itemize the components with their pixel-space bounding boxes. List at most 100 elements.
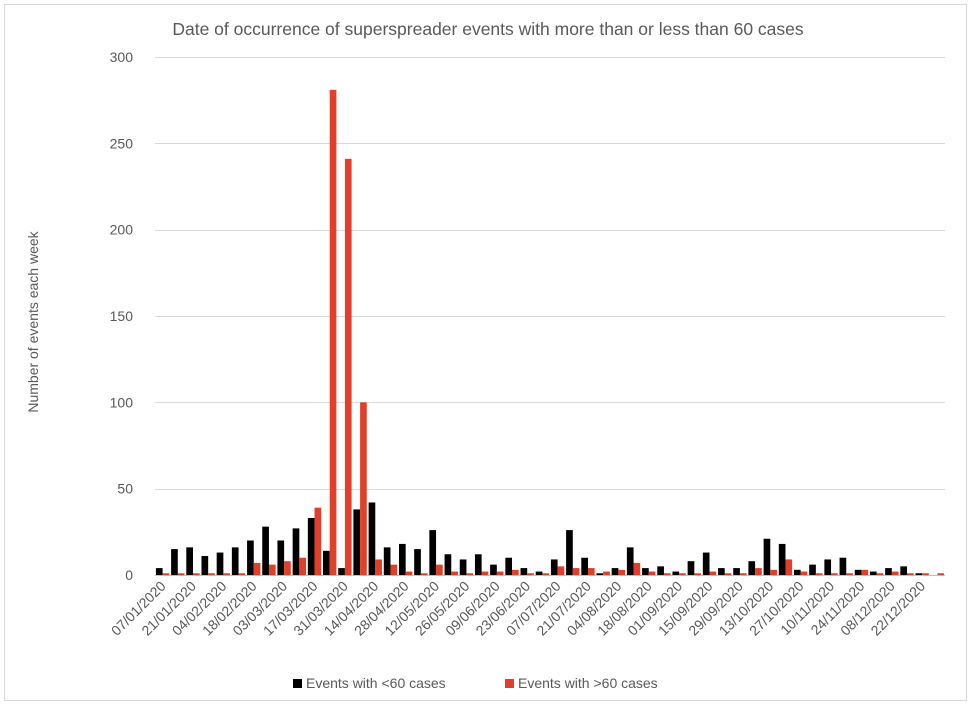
bar-above-60 bbox=[770, 569, 777, 575]
bar-above-60 bbox=[739, 573, 747, 575]
bar-above-60 bbox=[451, 571, 458, 575]
bar-below-60 bbox=[915, 573, 923, 575]
bar-above-60 bbox=[618, 569, 626, 575]
bar-below-60 bbox=[687, 561, 695, 575]
y-tick-label: 0 bbox=[125, 567, 133, 583]
bar-above-60 bbox=[542, 573, 550, 575]
legend: Events with <60 cases Events with >60 ca… bbox=[293, 675, 658, 691]
bar-above-60 bbox=[177, 573, 185, 575]
legend-swatch-below-60 bbox=[293, 679, 302, 688]
bar-below-60 bbox=[748, 561, 756, 575]
bar-below-60 bbox=[581, 557, 588, 575]
bar-above-60 bbox=[496, 571, 504, 575]
bar-below-60 bbox=[778, 543, 786, 575]
bar-above-60 bbox=[755, 568, 762, 575]
bar-above-60 bbox=[922, 573, 929, 575]
bar-above-60 bbox=[436, 564, 443, 575]
bar-below-60 bbox=[353, 509, 361, 575]
bar-above-60 bbox=[162, 573, 170, 575]
bar-below-60 bbox=[702, 552, 710, 575]
bar-above-60 bbox=[223, 573, 231, 575]
bar-above-60 bbox=[405, 571, 413, 575]
bar-below-60 bbox=[262, 526, 269, 575]
bar-below-60 bbox=[323, 550, 330, 575]
bar-above-60 bbox=[527, 573, 534, 575]
bar-below-60 bbox=[171, 549, 178, 575]
bar-below-60 bbox=[718, 568, 725, 575]
bar-above-60 bbox=[587, 568, 595, 575]
bar-below-60 bbox=[368, 502, 376, 575]
bar-above-60 bbox=[420, 573, 428, 575]
bar-below-60 bbox=[885, 568, 892, 575]
bar-below-60 bbox=[231, 547, 239, 575]
legend-swatch-above-60 bbox=[505, 679, 514, 688]
bar-above-60 bbox=[861, 569, 869, 575]
bar-below-60 bbox=[505, 557, 513, 575]
bar-above-60 bbox=[284, 561, 291, 575]
bar-above-60 bbox=[831, 573, 838, 575]
bar-above-60 bbox=[314, 507, 322, 575]
bar-above-60 bbox=[253, 562, 261, 575]
bar-below-60 bbox=[459, 559, 467, 575]
bar-below-60 bbox=[520, 568, 528, 575]
bar-below-60 bbox=[186, 547, 193, 575]
bar-below-60 bbox=[490, 564, 497, 575]
bar-below-60 bbox=[733, 568, 740, 575]
bar-below-60 bbox=[216, 552, 224, 575]
bar-below-60 bbox=[277, 540, 285, 575]
bar-above-60 bbox=[344, 158, 352, 575]
y-tick-label: 50 bbox=[117, 481, 133, 497]
bar-above-60 bbox=[876, 573, 884, 575]
bar-below-60 bbox=[307, 518, 315, 575]
y-tick-label: 100 bbox=[110, 394, 134, 410]
bar-above-60 bbox=[907, 573, 914, 575]
gridlines bbox=[155, 57, 945, 490]
chart-title: Date of occurrence of superspreader even… bbox=[172, 19, 804, 39]
bar-above-60 bbox=[208, 573, 215, 575]
bars bbox=[155, 89, 945, 575]
bar-above-60 bbox=[891, 571, 899, 575]
bar-below-60 bbox=[809, 564, 816, 575]
bar-below-60 bbox=[642, 568, 649, 575]
y-tick-label: 250 bbox=[110, 135, 134, 151]
bar-above-60 bbox=[268, 564, 276, 575]
bar-above-60 bbox=[572, 568, 580, 575]
bar-above-60 bbox=[785, 559, 793, 575]
y-tick-label: 150 bbox=[110, 308, 134, 324]
bar-below-60 bbox=[550, 559, 558, 575]
y-tick-labels: 0 50 100 150 200 250 300 bbox=[110, 49, 134, 583]
bar-above-60 bbox=[360, 402, 367, 575]
bar-above-60 bbox=[603, 571, 610, 575]
legend-label-below-60: Events with <60 cases bbox=[306, 675, 446, 691]
bar-below-60 bbox=[900, 566, 908, 575]
chart-frame: Date of occurrence of superspreader even… bbox=[4, 4, 967, 701]
bar-below-60 bbox=[793, 569, 801, 575]
bar-below-60 bbox=[383, 547, 391, 575]
bar-below-60 bbox=[444, 554, 452, 575]
bar-above-60 bbox=[800, 571, 808, 575]
bar-above-60 bbox=[192, 573, 200, 575]
bar-above-60 bbox=[633, 562, 641, 575]
bar-above-60 bbox=[663, 573, 671, 575]
bar-below-60 bbox=[854, 569, 862, 575]
bar-below-60 bbox=[657, 566, 664, 575]
bar-above-60 bbox=[815, 573, 823, 575]
bar-below-60 bbox=[672, 571, 680, 575]
bar-above-60 bbox=[238, 573, 246, 575]
bar-below-60 bbox=[429, 530, 437, 575]
bar-below-60 bbox=[535, 571, 543, 575]
bar-below-60 bbox=[155, 568, 163, 575]
bar-below-60 bbox=[398, 543, 406, 575]
bar-above-60 bbox=[694, 573, 702, 575]
bar-above-60 bbox=[512, 569, 519, 575]
bar-below-60 bbox=[292, 528, 300, 575]
bar-above-60 bbox=[557, 566, 565, 575]
x-tick-labels: 07/01/202021/01/202004/02/202018/02/2020… bbox=[108, 578, 929, 639]
bar-above-60 bbox=[466, 573, 474, 575]
bar-below-60 bbox=[626, 547, 634, 575]
legend-label-above-60: Events with >60 cases bbox=[518, 675, 658, 691]
bar-below-60 bbox=[247, 540, 254, 575]
bar-below-60 bbox=[566, 530, 573, 575]
bar-above-60 bbox=[937, 573, 945, 575]
bar-above-60 bbox=[390, 564, 398, 575]
